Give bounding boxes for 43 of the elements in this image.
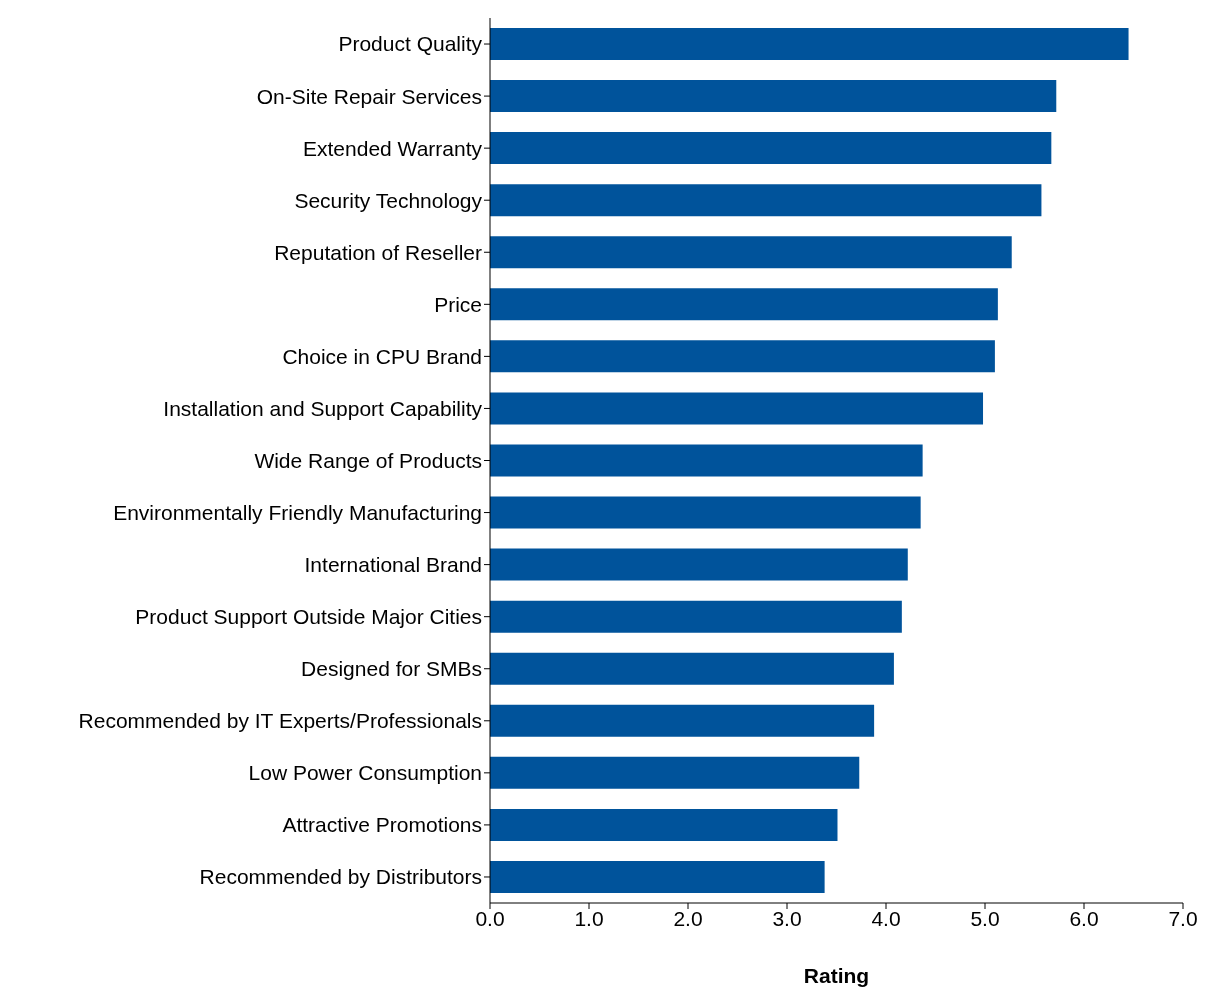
bar xyxy=(490,236,1012,269)
y-tick-label: Installation and Support Capability xyxy=(163,396,483,420)
x-tick-label: 7.0 xyxy=(1168,906,1198,930)
y-tick-label: Recommended by Distributors xyxy=(199,865,482,889)
bar xyxy=(490,704,875,737)
y-tick-label: Wide Range of Products xyxy=(254,448,482,472)
y-tick-label: Attractive Promotions xyxy=(282,813,482,837)
bar xyxy=(490,444,923,477)
bar xyxy=(490,392,984,425)
bar xyxy=(490,132,1052,165)
x-tick-label: 0.0 xyxy=(475,906,505,930)
bar xyxy=(490,808,838,841)
x-tick-label: 3.0 xyxy=(772,906,802,930)
bar xyxy=(490,80,1057,113)
bar xyxy=(490,652,894,685)
y-tick-label: Extended Warranty xyxy=(303,136,483,160)
x-tick-label: 5.0 xyxy=(970,906,1000,930)
y-tick-label: Choice in CPU Brand xyxy=(282,344,482,368)
bar xyxy=(490,756,860,789)
bar xyxy=(490,340,995,373)
y-tick-label: Recommended by IT Experts/Professionals xyxy=(78,709,482,733)
y-tick-label: On-Site Repair Services xyxy=(256,84,482,108)
x-tick-label: 2.0 xyxy=(673,906,703,930)
bar xyxy=(490,288,998,321)
y-tick-label: Price xyxy=(434,292,482,316)
x-tick-label: 1.0 xyxy=(574,906,604,930)
y-tick-label: International Brand xyxy=(304,553,482,577)
y-tick-label: Product Support Outside Major Cities xyxy=(135,605,482,629)
bar xyxy=(490,860,825,893)
x-tick-label: 4.0 xyxy=(871,906,901,930)
bar xyxy=(490,184,1042,217)
bar xyxy=(490,548,908,581)
y-tick-label: Reputation of Reseller xyxy=(274,240,482,264)
bar xyxy=(490,28,1129,60)
y-tick-label: Low Power Consumption xyxy=(248,761,482,785)
x-axis-title: Rating xyxy=(803,964,870,987)
bar xyxy=(490,600,902,633)
y-tick-label: Product Quality xyxy=(338,32,483,56)
y-tick-label: Security Technology xyxy=(294,188,483,212)
bar xyxy=(490,496,921,529)
y-tick-label: Environmentally Friendly Manufacturing xyxy=(113,501,482,525)
y-tick-label: Designed for SMBs xyxy=(301,657,482,681)
x-tick-label: 6.0 xyxy=(1069,906,1099,930)
